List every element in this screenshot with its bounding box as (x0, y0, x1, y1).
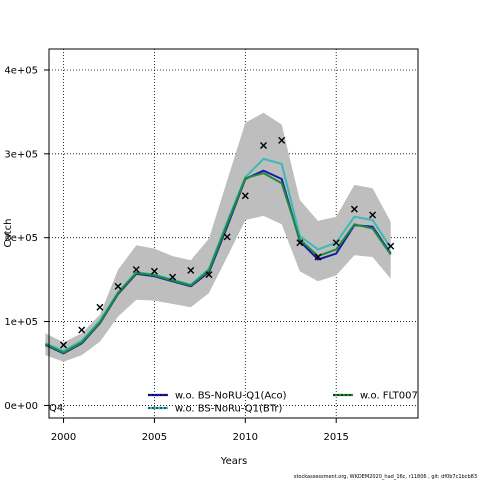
x-tick-label: 2005 (142, 432, 167, 443)
observed-point (169, 273, 177, 281)
observed-point (296, 239, 304, 247)
x-tick-label: 2000 (51, 432, 76, 443)
y-tick-label: 3e+05 (4, 149, 38, 160)
observed-point (259, 141, 267, 149)
series-lines (44, 157, 392, 355)
observed-point (314, 253, 322, 261)
corner-label: Q4 (49, 403, 63, 414)
footer-text: stockassessment.org, WKDEM2020_had_16c, … (294, 474, 477, 480)
observed-point (387, 242, 395, 250)
y-tick-label: 4e+05 (4, 65, 38, 76)
observed-point (78, 326, 86, 334)
y-tick-label: 0e+00 (4, 401, 38, 412)
observed-point (150, 267, 158, 275)
legend-label: w.o. BS-NoRU-Q1(Aco) (175, 391, 287, 402)
y-axis: 0e+00 1e+05 2e+05 3e+05 4e+05 (4, 65, 49, 412)
y-axis-label: Catch (3, 219, 14, 248)
y-tick-label: 1e+05 (4, 317, 38, 328)
legend-label: w.o. FLT007 (360, 391, 418, 402)
x-axis: 2000 2005 2010 2015 (51, 418, 349, 443)
observed-point (132, 266, 140, 274)
legend-item-2: w.o. BS-NoRu-Q1(BTr) (148, 404, 283, 415)
legend-item-1: w.o. BS-NoRU-Q1(Aco) (148, 391, 287, 402)
observed-point (369, 211, 377, 219)
observed-point (205, 271, 213, 279)
observed-point (223, 233, 231, 241)
observed-point (350, 205, 358, 213)
legend: w.o. BS-NoRU-Q1(Aco) w.o. BS-NoRu-Q1(BTr)… (148, 391, 418, 415)
observed-points (60, 136, 395, 349)
x-tick-label: 2010 (233, 432, 258, 443)
observed-point (187, 266, 195, 274)
series-line-3 (44, 172, 392, 354)
observed-point (114, 282, 122, 290)
x-tick-label: 2015 (323, 432, 348, 443)
plot-frame (48, 48, 419, 419)
legend-item-3: w.o. FLT007 (333, 391, 418, 402)
observed-point (278, 136, 286, 144)
x-axis-label: Years (220, 456, 247, 467)
observed-point (332, 239, 340, 247)
observed-point (241, 192, 249, 200)
confidence-band-area (45, 112, 391, 362)
observed-point (60, 341, 68, 349)
legend-label: w.o. BS-NoRu-Q1(BTr) (175, 404, 283, 415)
y-tick-label: 2e+05 (4, 233, 38, 244)
confidence-band (45, 112, 391, 362)
observed-point (96, 303, 104, 311)
